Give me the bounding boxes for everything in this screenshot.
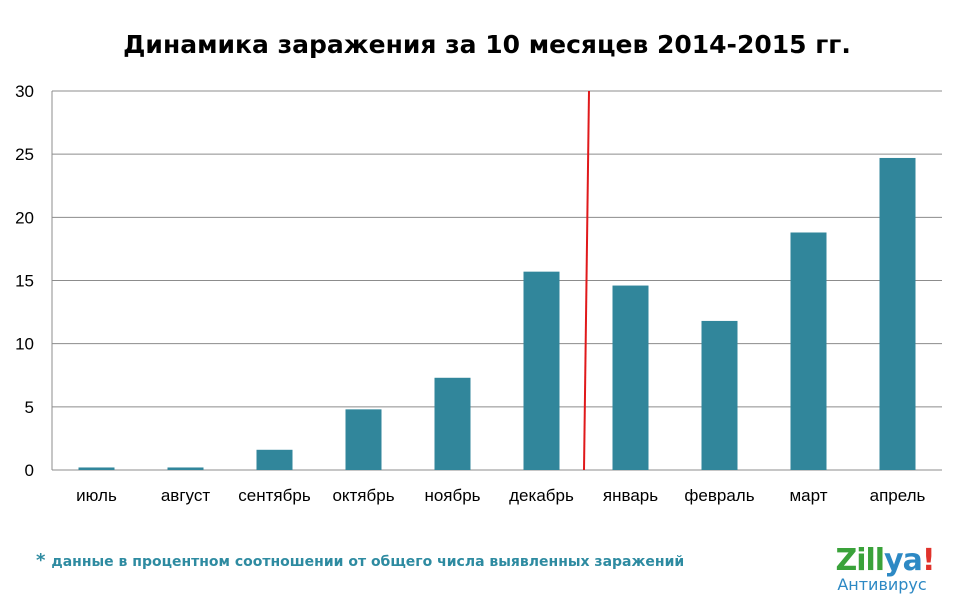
y-tick-label: 20: [15, 208, 34, 227]
chart-title: Динамика заражения за 10 месяцев 2014-20…: [123, 30, 851, 59]
x-tick-label: ноябрь: [424, 486, 480, 505]
y-tick-label: 25: [15, 145, 34, 164]
bar-февраль: [701, 320, 738, 470]
period-separator: [583, 90, 590, 471]
grid-lines: [52, 90, 942, 408]
x-tick-label: апрель: [870, 486, 926, 505]
footnote: * данные в процентном соотношении от обще…: [36, 550, 684, 571]
logo-ya: ya: [884, 543, 923, 578]
x-tick-label: январь: [603, 486, 658, 505]
bar-март: [790, 232, 827, 470]
bar-июль: [78, 467, 115, 470]
y-tick-labels: 0 5 10 15 20 25 30: [15, 82, 34, 480]
bar-ноябрь: [434, 377, 471, 470]
logo-zil: Zill: [835, 543, 885, 578]
footnote-text: данные в процентном соотношении от общег…: [51, 554, 685, 570]
x-tick-label: июль: [76, 486, 117, 505]
x-tick-label: сентябрь: [238, 486, 311, 505]
y-tick-label: 30: [15, 82, 34, 101]
bar-апрель: [879, 157, 916, 470]
bar-октябрь: [345, 409, 382, 470]
logo-subtitle: Антивирус: [837, 575, 927, 594]
y-tick-label: 0: [25, 461, 34, 480]
x-tick-labels: июль август сентябрь октябрь ноябрь декабрь ян…: [76, 486, 925, 505]
footnote-asterisk: *: [36, 550, 46, 571]
y-tick-label: 10: [15, 335, 34, 354]
zillya-logo: Zillya! Антивирус: [830, 546, 940, 595]
x-tick-label: август: [161, 486, 210, 505]
bar-август: [167, 467, 204, 470]
bar-декабрь: [523, 271, 560, 470]
x-tick-label: февраль: [684, 486, 754, 505]
x-tick-label: декабрь: [509, 486, 574, 505]
logo-wordmark: Zillya!: [830, 546, 940, 576]
y-tick-label: 15: [15, 272, 34, 291]
bars: [78, 157, 916, 470]
x-tick-label: октябрь: [332, 486, 394, 505]
logo-exclamation: !: [921, 543, 936, 578]
bar-сентябрь: [256, 449, 293, 470]
period-separator-line: [583, 90, 590, 471]
bar-январь: [612, 285, 649, 470]
y-tick-label: 5: [25, 398, 34, 417]
x-tick-label: март: [789, 486, 827, 505]
